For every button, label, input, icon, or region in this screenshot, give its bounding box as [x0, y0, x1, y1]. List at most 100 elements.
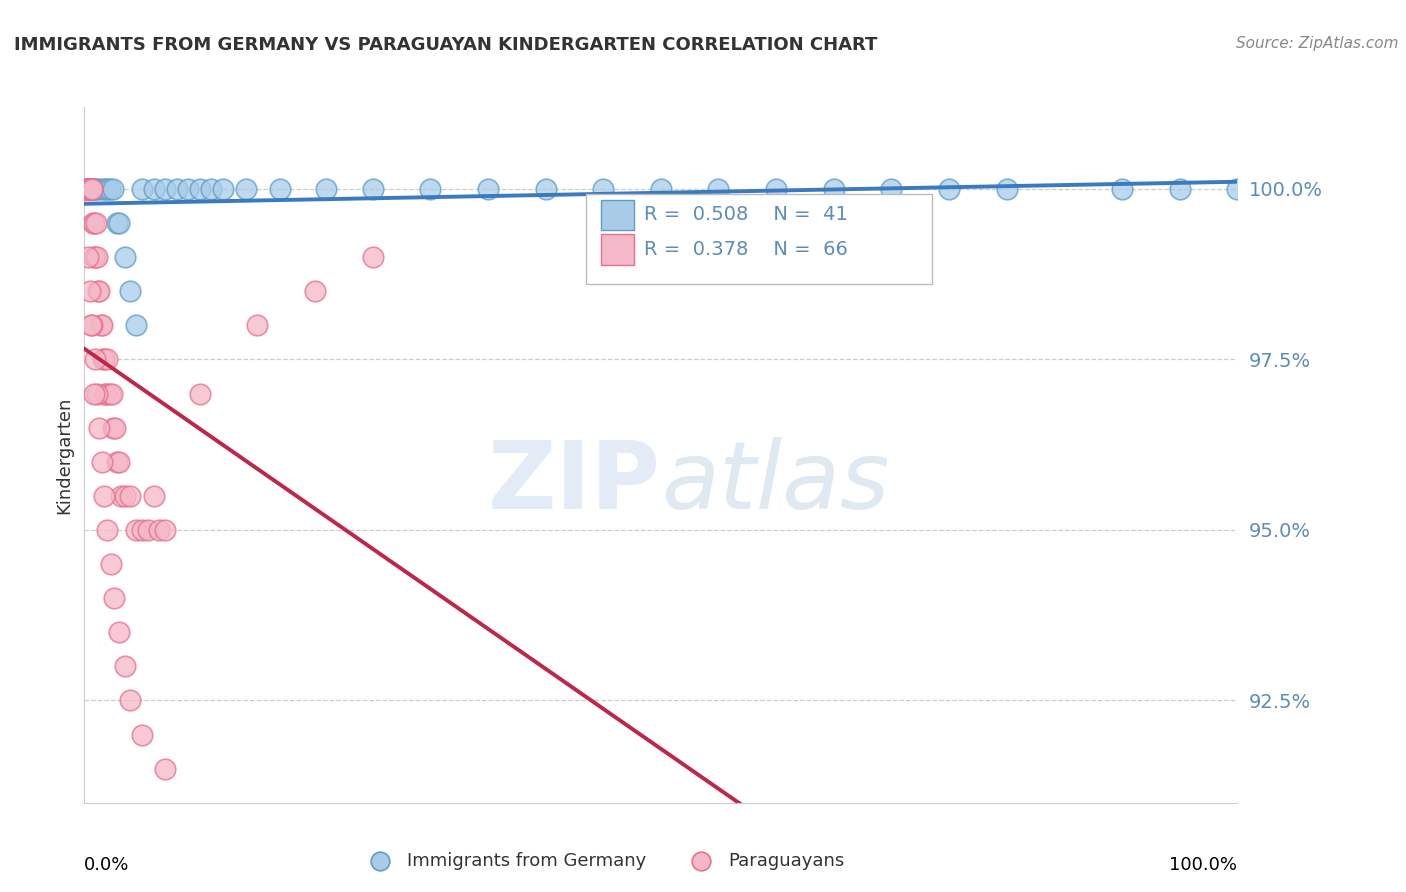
Text: R =  0.378    N =  66: R = 0.378 N = 66: [644, 240, 848, 260]
Point: [120, 489, 142, 503]
Point: [73, 182, 96, 196]
Point: [108, 455, 131, 469]
Point: [142, 182, 165, 196]
Point: [91, 352, 114, 367]
Point: [114, 250, 136, 264]
Point: [79, 182, 101, 196]
Point: [90, 182, 112, 196]
Point: [110, 489, 132, 503]
Point: [148, 523, 170, 537]
Text: R =  0.508    N =  41: R = 0.508 N = 41: [644, 205, 848, 225]
Point: [153, 182, 176, 196]
FancyBboxPatch shape: [600, 200, 634, 230]
Point: [125, 523, 148, 537]
Point: [93, 489, 115, 503]
Point: [82, 182, 104, 196]
Point: [166, 182, 188, 196]
Point: [105, 216, 128, 230]
Point: [177, 182, 200, 196]
Point: [419, 182, 441, 196]
Point: [995, 182, 1018, 196]
FancyBboxPatch shape: [600, 235, 634, 265]
Point: [87, 284, 110, 298]
Point: [131, 728, 153, 742]
Point: [76, 182, 98, 196]
Point: [79, 182, 101, 196]
Point: [103, 591, 125, 606]
Text: 0.0%: 0.0%: [84, 855, 129, 873]
Point: [77, 182, 100, 196]
Point: [94, 386, 117, 401]
Point: [120, 693, 142, 707]
Point: [82, 216, 104, 230]
Point: [1168, 182, 1191, 196]
Point: [246, 318, 269, 333]
Point: [361, 250, 384, 264]
Point: [823, 182, 845, 196]
Y-axis label: Kindergarten: Kindergarten: [55, 396, 73, 514]
Point: [75, 182, 97, 196]
FancyBboxPatch shape: [586, 194, 932, 285]
Point: [84, 216, 107, 230]
Point: [534, 182, 557, 196]
Point: [98, 386, 121, 401]
Point: [592, 182, 614, 196]
Point: [315, 182, 337, 196]
Point: [105, 455, 128, 469]
Point: [103, 420, 124, 434]
Point: [77, 182, 100, 196]
Point: [83, 352, 105, 367]
Point: [108, 625, 131, 640]
Text: atlas: atlas: [661, 437, 889, 528]
Point: [114, 659, 136, 673]
Text: 100.0%: 100.0%: [1170, 855, 1237, 873]
Point: [80, 182, 103, 196]
Point: [120, 284, 142, 298]
Point: [136, 523, 159, 537]
Point: [361, 182, 384, 196]
Point: [89, 318, 111, 333]
Text: IMMIGRANTS FROM GERMANY VS PARAGUAYAN KINDERGARTEN CORRELATION CHART: IMMIGRANTS FROM GERMANY VS PARAGUAYAN KI…: [14, 36, 877, 54]
Point: [269, 182, 291, 196]
Point: [93, 352, 115, 367]
Point: [153, 762, 176, 776]
Legend: Immigrants from Germany, Paraguayans: Immigrants from Germany, Paraguayans: [354, 845, 852, 877]
Point: [94, 182, 117, 196]
Point: [100, 557, 122, 571]
Point: [79, 182, 101, 196]
Point: [83, 386, 105, 401]
Point: [477, 182, 499, 196]
Point: [104, 420, 127, 434]
Text: Source: ZipAtlas.com: Source: ZipAtlas.com: [1236, 36, 1399, 51]
Point: [89, 420, 111, 434]
Point: [103, 182, 124, 196]
Point: [76, 182, 98, 196]
Text: ZIP: ZIP: [488, 437, 661, 529]
Point: [90, 318, 112, 333]
Point: [82, 318, 104, 333]
Point: [96, 352, 118, 367]
Point: [114, 489, 136, 503]
Point: [96, 182, 118, 196]
Point: [83, 182, 105, 196]
Point: [75, 182, 97, 196]
Point: [83, 216, 105, 230]
Point: [84, 182, 107, 196]
Point: [1226, 182, 1249, 196]
Point: [938, 182, 960, 196]
Point: [153, 523, 176, 537]
Point: [188, 386, 211, 401]
Point: [200, 182, 222, 196]
Point: [880, 182, 903, 196]
Point: [89, 284, 111, 298]
Point: [86, 250, 108, 264]
Point: [108, 216, 131, 230]
Point: [76, 250, 98, 264]
Point: [80, 182, 103, 196]
Point: [79, 284, 101, 298]
Point: [765, 182, 787, 196]
Point: [142, 489, 165, 503]
Point: [98, 182, 121, 196]
Point: [211, 182, 233, 196]
Point: [87, 182, 110, 196]
